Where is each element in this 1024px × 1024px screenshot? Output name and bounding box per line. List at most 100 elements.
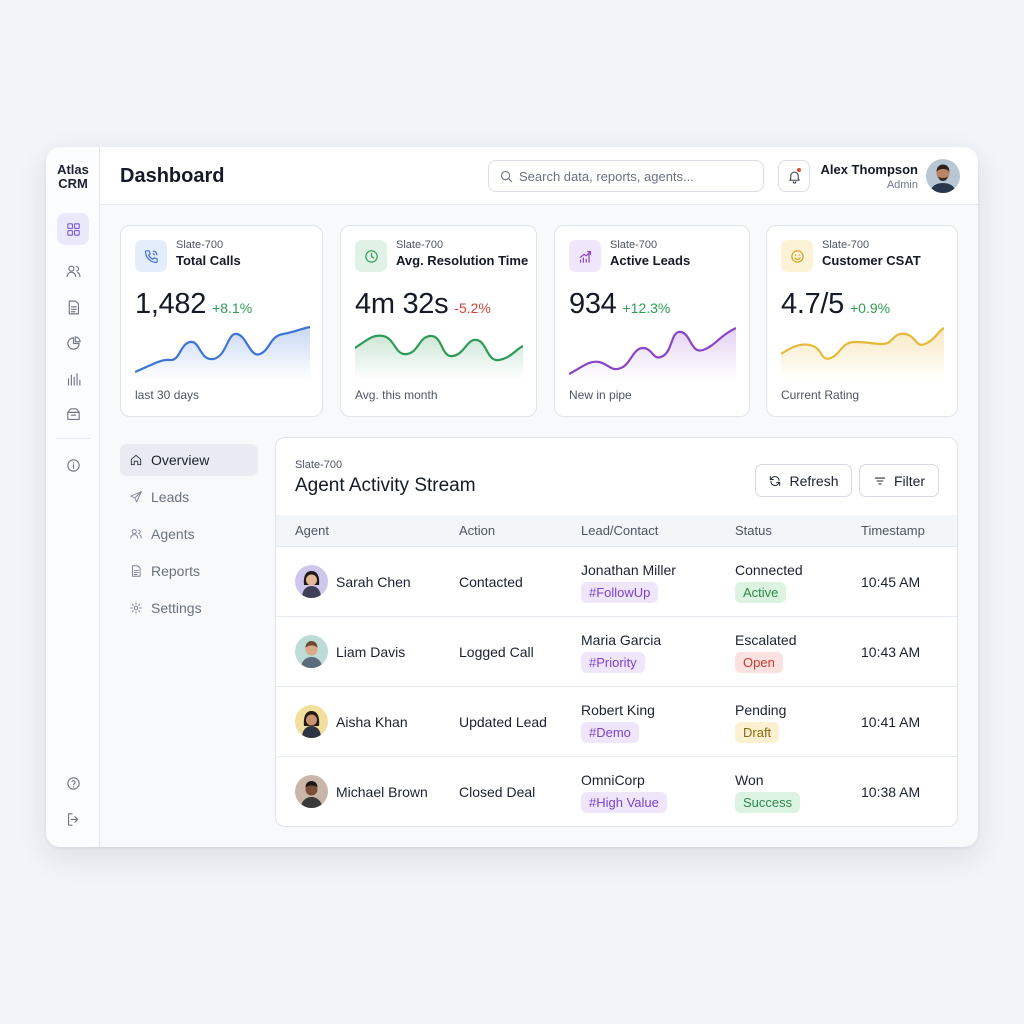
agent-name: Sarah Chen: [336, 574, 411, 590]
status-badge: Open: [735, 652, 783, 673]
stat-footer: New in pipe: [569, 388, 632, 402]
rail-divider: [56, 438, 90, 439]
stat-tag: Slate-700: [822, 239, 870, 251]
notifications-button[interactable]: [778, 160, 810, 192]
agent-avatar: [295, 565, 328, 598]
rail-dashboard[interactable]: [57, 213, 89, 245]
stat-delta: +0.9%: [850, 300, 891, 316]
search-input[interactable]: [519, 168, 749, 184]
stat-card-active-leads[interactable]: Slate-700 Active Leads 934 +12.3% New in …: [554, 225, 750, 417]
filter-icon: [874, 477, 886, 484]
brand-logo[interactable]: Atlas CRM: [46, 163, 100, 191]
rail-bar[interactable]: [57, 363, 89, 395]
sparkline-total-calls: [135, 325, 310, 380]
table-header: Agent Action Lead/Contact Status Timesta…: [276, 515, 957, 547]
rail-logout[interactable]: [57, 803, 89, 835]
secondary-nav: Overview Leads Agents Reports Settings: [120, 444, 258, 629]
stat-name: Total Calls: [176, 253, 241, 268]
avatar-portrait: [295, 635, 328, 668]
stat-footer: Avg. this month: [355, 388, 438, 402]
lead-hashtag[interactable]: #Priority: [581, 652, 645, 673]
column-header-agent[interactable]: Agent: [295, 523, 329, 538]
lead-hashtag[interactable]: #FollowUp: [581, 582, 659, 603]
stat-value-row: 4m 32s -5.2%: [355, 288, 491, 321]
dashboard-grid-icon: [66, 222, 80, 236]
refresh-button[interactable]: Refresh: [755, 464, 852, 497]
lead-name[interactable]: Maria Garcia: [581, 632, 662, 648]
agent-avatar: [295, 775, 328, 808]
rail-info[interactable]: [57, 449, 89, 481]
subnav-item-leads[interactable]: Leads: [120, 481, 258, 513]
lead-name[interactable]: Robert King: [581, 702, 655, 718]
lead-name[interactable]: OmniCorp: [581, 772, 645, 788]
status-badge: Success: [735, 792, 801, 813]
rail-pie[interactable]: [57, 327, 89, 359]
column-header-status[interactable]: Status: [735, 523, 772, 538]
action-text: Closed Deal: [459, 784, 536, 800]
search-icon: [500, 170, 513, 183]
stat-tag: Slate-700: [176, 239, 224, 251]
users-icon: [130, 529, 142, 539]
panel-tag: Slate-700: [295, 459, 343, 471]
stat-card-customer-csat[interactable]: Slate-700 Customer CSAT 4.7/5 +0.9% Curre…: [766, 225, 958, 417]
timestamp: 10:41 AM: [861, 714, 921, 730]
stat-icon-box: [569, 240, 601, 272]
stat-tag: Slate-700: [610, 239, 658, 251]
info-icon: [66, 458, 80, 472]
subnav-item-overview[interactable]: Overview: [120, 444, 258, 476]
agent-name: Liam Davis: [336, 644, 406, 660]
subnav-item-settings[interactable]: Settings: [120, 592, 258, 624]
timestamp: 10:43 AM: [861, 644, 921, 660]
notification-dot: [796, 167, 802, 173]
table-row[interactable]: Aisha Khan Updated Lead Robert King #Dem…: [276, 687, 957, 757]
stat-value: 4m 32s: [355, 288, 449, 320]
stat-card-resolution-time[interactable]: Slate-700 Avg. Resolution Time 4m 32s -5.…: [340, 225, 537, 417]
gear-icon: [130, 602, 142, 614]
lead-name[interactable]: Jonathan Miller: [581, 562, 676, 578]
table-row[interactable]: Liam Davis Logged Call Maria Garcia #Pri…: [276, 617, 957, 687]
lead-hashtag[interactable]: #Demo: [581, 722, 639, 743]
rail-users[interactable]: [57, 255, 89, 287]
rail-help[interactable]: [57, 767, 89, 799]
home-icon: [130, 454, 142, 466]
subnav-item-agents[interactable]: Agents: [120, 518, 258, 550]
subnav-item-reports[interactable]: Reports: [120, 555, 258, 587]
document-icon: [132, 565, 141, 577]
stat-delta: +8.1%: [212, 300, 253, 316]
clock-icon: [364, 249, 378, 263]
subnav-label: Agents: [151, 526, 195, 542]
avatar-portrait: [295, 565, 328, 598]
document-icon: [68, 300, 79, 314]
stat-card-total-calls[interactable]: Slate-700 Total Calls 1,482 +8.1% last 30…: [120, 225, 323, 417]
stat-footer: last 30 days: [135, 388, 200, 402]
sparkline-resolution-time: [355, 334, 523, 380]
stat-delta: -5.2%: [454, 300, 491, 316]
action-text: Contacted: [459, 574, 523, 590]
bar-chart-icon: [67, 372, 80, 386]
stat-value: 934: [569, 288, 617, 320]
icon-rail: Atlas CRM: [46, 147, 100, 847]
column-header-lead[interactable]: Lead/Contact: [581, 523, 659, 538]
column-header-timestamp[interactable]: Timestamp: [861, 523, 925, 538]
table-row[interactable]: Michael Brown Closed Deal OmniCorp #High…: [276, 757, 957, 826]
filter-button[interactable]: Filter: [859, 464, 939, 497]
rail-inbox[interactable]: [57, 398, 89, 430]
refresh-label: Refresh: [789, 472, 839, 489]
status-text: Won: [735, 772, 764, 788]
table-row[interactable]: Sarah Chen Contacted Jonathan Miller #Fo…: [276, 547, 957, 617]
agent-name: Aisha Khan: [336, 714, 408, 730]
sparkline-active-leads: [569, 327, 736, 380]
lead-hashtag[interactable]: #High Value: [581, 792, 667, 813]
avatar-portrait: [295, 705, 328, 738]
send-icon: [130, 491, 142, 503]
stat-name: Customer CSAT: [822, 253, 921, 268]
stat-icon-box: [135, 240, 167, 272]
refresh-icon: [770, 475, 781, 486]
growth-icon: [579, 250, 591, 263]
search-box[interactable]: [488, 160, 764, 192]
top-header: Dashboard Alex Thompson Admin: [100, 147, 978, 205]
user-name[interactable]: Alex Thompson: [820, 162, 918, 177]
user-avatar[interactable]: [926, 159, 960, 193]
rail-documents[interactable]: [57, 291, 89, 323]
column-header-action[interactable]: Action: [459, 523, 496, 538]
